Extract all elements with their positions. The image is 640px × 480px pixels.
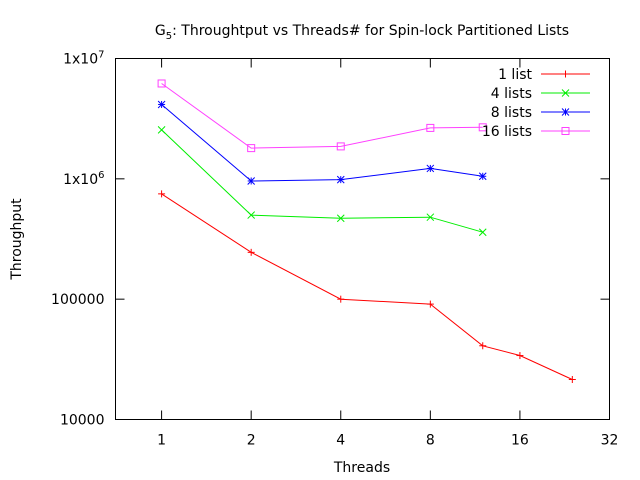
series-3-point-2	[336, 142, 345, 151]
x-tick-label-3: 8	[426, 433, 435, 449]
legend-item-1: 4 lists	[491, 86, 590, 102]
chart-title-subscript: 5	[166, 31, 172, 42]
series-3-point-1	[247, 144, 256, 153]
y-axis-label: Throughput	[9, 198, 25, 281]
series-1-point-2	[336, 214, 345, 223]
legend: 1 list 4 lists 8 lists 16 lists	[482, 67, 590, 140]
series-2-point-1	[247, 177, 256, 185]
y-tick-label-0: 10000	[60, 413, 105, 429]
x-tick-label-1: 2	[247, 433, 256, 449]
series-2-point-2	[336, 175, 345, 184]
legend-item-2: 8 lists	[491, 105, 590, 121]
series-line-3	[161, 83, 483, 149]
x-tick-label-4: 16	[511, 433, 529, 449]
series-line-2	[161, 104, 483, 182]
y-tick-label-2: 1x106	[63, 170, 104, 188]
series-1-point-4	[478, 228, 487, 237]
x-axis-label: Threads	[333, 460, 390, 476]
x-axis-ticks: 1 2 4 8 16 32	[157, 58, 619, 449]
series-0-point-1	[247, 248, 255, 256]
series-3-point-0	[157, 79, 166, 88]
series-0-point-0	[158, 190, 166, 198]
series-0-point-6	[568, 375, 576, 383]
y-tick-label-3: 1x107	[63, 50, 104, 68]
series-0-point-5	[516, 352, 524, 360]
legend-label-1: 4 lists	[491, 86, 532, 102]
series-1	[157, 126, 487, 237]
x-tick-label-5: 32	[601, 433, 619, 449]
series-2-point-0	[157, 100, 166, 109]
legend-label-2: 8 lists	[491, 105, 532, 121]
series-line-0	[161, 193, 573, 380]
legend-label-3: 16 lists	[482, 124, 532, 140]
legend-item-0: 1 list	[498, 67, 590, 83]
series-2	[157, 100, 487, 185]
y-axis-ticks: 10000 100000 1x106 1x107	[51, 50, 610, 429]
series-3-point-3	[426, 123, 435, 132]
series-2-point-4	[478, 172, 487, 181]
series-0	[158, 190, 576, 383]
series-1-point-3	[426, 213, 435, 222]
series-0-point-3	[426, 300, 434, 308]
legend-label-0: 1 list	[498, 67, 532, 83]
legend-marker-2	[561, 108, 570, 116]
series-0-point-4	[479, 342, 487, 350]
series-3	[157, 79, 487, 153]
plot-frame	[115, 58, 610, 420]
chart-title-rest: : Throughtput vs Threads# for Spin-lock …	[172, 23, 569, 39]
series-1-point-1	[247, 211, 256, 219]
y-tick-label-1: 100000	[51, 292, 104, 308]
series-1-point-0	[157, 126, 166, 134]
series-2-point-3	[426, 164, 435, 173]
legend-item-3: 16 lists	[482, 124, 590, 140]
series-layer	[157, 79, 576, 383]
legend-marker-3	[561, 127, 570, 135]
x-tick-label-0: 1	[157, 433, 166, 449]
legend-marker-0	[562, 70, 569, 78]
chart-title-prefix: G	[155, 23, 166, 39]
legend-marker-1	[561, 89, 570, 97]
series-0-point-2	[337, 295, 345, 303]
series-3-point-4	[478, 123, 487, 132]
chart-title: G5: Throughtput vs Threads# for Spin-loc…	[155, 23, 569, 42]
x-tick-label-2: 4	[336, 433, 345, 449]
